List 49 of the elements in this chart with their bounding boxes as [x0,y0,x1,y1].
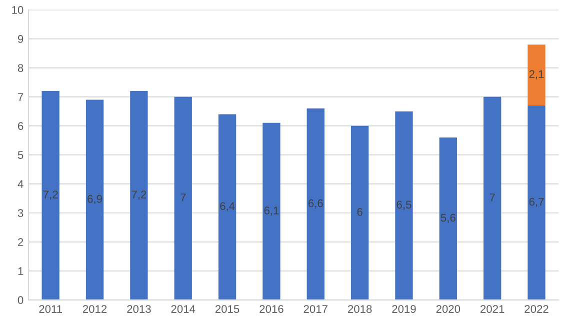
bar [174,96,192,300]
data-label: 6,7 [529,198,544,208]
y-tick-label: 3 [18,209,24,218]
x-tick-label: 2011 [39,305,62,313]
x-tick-label: 2021 [480,305,504,313]
x-tick-label: 2019 [392,305,416,313]
data-label: 7 [180,194,186,202]
bar [528,44,546,106]
y-tick-label: 2 [18,238,24,246]
data-label: 6,9 [88,194,102,204]
bar [218,114,236,300]
x-tick-label: 2015 [215,305,240,313]
bar [395,111,413,300]
x-tick-label: 2020 [436,305,460,313]
x-tick-label: 2016 [260,305,284,313]
data-label: 6,4 [220,202,235,212]
data-label: 7 [490,194,495,202]
data-label: 2,1 [529,70,544,80]
x-tick-label: 2018 [348,305,372,313]
data-label: 7,2 [132,190,146,200]
data-label: 6,6 [308,199,323,208]
y-tick-label: 10 [12,6,24,14]
bar [86,100,104,300]
y-tick-label: 9 [18,35,24,43]
bar [439,137,457,300]
y-tick-label: 8 [18,64,24,72]
x-tick-label: 2017 [304,305,328,313]
bar [306,108,324,300]
x-tick-label: 2013 [127,305,151,313]
data-label: 6 [357,208,362,216]
x-tick-label: 2022 [524,305,548,313]
bar [528,106,546,300]
y-tick-label: 7 [18,93,24,101]
data-label: 5,6 [440,214,456,223]
bar [42,91,60,300]
y-tick-label: 1 [18,267,24,275]
bar [262,122,280,300]
data-label: 6,5 [396,200,412,210]
bar [350,126,369,300]
y-tick-label: 0 [18,296,24,304]
data-label: 6,1 [264,206,279,216]
y-tick-label: 4 [18,180,24,188]
y-tick-label: 5 [18,151,24,159]
y-tick-label: 6 [18,122,24,130]
bar [130,91,148,300]
bar [484,96,502,300]
x-tick-label: 2012 [82,305,107,313]
x-tick-label: 2014 [171,305,196,313]
data-label: 7,2 [43,190,58,200]
